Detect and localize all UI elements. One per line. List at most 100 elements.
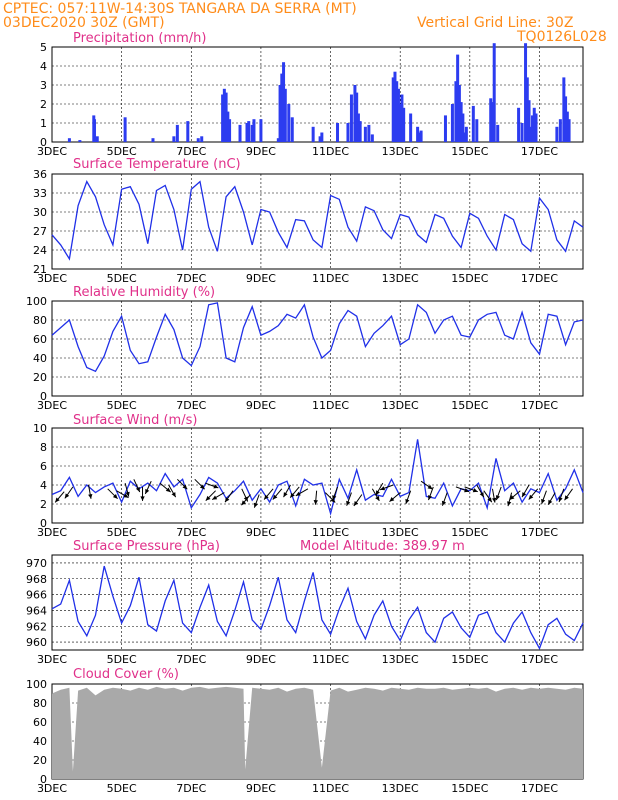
x-tick-label: 13DEC: [382, 782, 419, 795]
x-tick-label: 17DEC: [521, 782, 558, 795]
wind-arrow-head: [290, 492, 295, 498]
wind-arrow-head: [264, 494, 269, 500]
panel-title: Relative Humidity (%): [73, 285, 215, 300]
wind-arrow-head: [375, 495, 380, 501]
x-tick-label: 3DEC: [37, 399, 67, 412]
x-tick-label: 7DEC: [176, 653, 206, 666]
precip-bar: [527, 100, 531, 142]
precip-bar: [370, 134, 374, 142]
precip-bar: [393, 71, 397, 142]
precip-bar: [558, 119, 562, 142]
precip-bar: [562, 77, 566, 142]
panel-title: Surface Temperature (nC): [73, 157, 241, 172]
y-tick-label: 4: [40, 60, 47, 73]
panel-frame: [51, 554, 584, 651]
precip-bar: [252, 119, 256, 142]
wind-arrow-head: [548, 499, 553, 505]
precip-bar: [356, 113, 360, 142]
x-tick-label: 15DEC: [451, 399, 488, 412]
wind-arrow-head: [353, 501, 359, 506]
wind-arrow-head: [522, 492, 527, 498]
x-tick-label: 11DEC: [312, 782, 349, 795]
x-tick-label: 17DEC: [521, 145, 558, 158]
precip-bar: [67, 138, 71, 142]
precip-bar: [245, 123, 249, 142]
precip-bar: [520, 123, 524, 142]
precip-bar: [534, 113, 538, 142]
x-tick-label: 15DEC: [451, 272, 488, 285]
wind-arrow-head: [88, 494, 93, 499]
x-tick-label: 3DEC: [37, 145, 67, 158]
y-tick-label: 27: [33, 225, 47, 238]
x-tick-label: 9DEC: [246, 272, 276, 285]
y-tick-label: 33: [33, 187, 47, 200]
wind-arrow-head: [405, 498, 410, 504]
y-tick-label: 8: [40, 441, 47, 454]
x-tick-label: 9DEC: [246, 145, 276, 158]
x-tick-label: 11DEC: [312, 653, 349, 666]
x-tick-label: 15DEC: [451, 653, 488, 666]
wind-arrow-head: [212, 495, 218, 500]
wind-arrow-head: [123, 493, 129, 498]
y-tick-label: 968: [26, 573, 47, 586]
precip-bar: [443, 115, 447, 142]
wind-arrow-head: [182, 484, 188, 490]
precip-bar: [529, 126, 533, 142]
wind-arrow-head: [125, 491, 130, 497]
precip-bar: [496, 124, 500, 142]
wind-arrow-head: [330, 497, 336, 503]
x-tick-label: 15DEC: [451, 782, 488, 795]
wind-arrow-head: [427, 484, 433, 490]
precip-bar: [475, 119, 479, 142]
panel-title: Precipitation (mm/h): [73, 31, 206, 46]
wind-arrow-head: [564, 495, 569, 501]
precip-bar: [564, 96, 568, 142]
wind-arrow-head: [205, 495, 211, 501]
x-tick-label: 5DEC: [107, 145, 137, 158]
x-tick-label: 5DEC: [107, 399, 137, 412]
x-tick-label: 9DEC: [246, 782, 276, 795]
precip-bar: [222, 88, 226, 142]
x-tick-label: 3DEC: [37, 272, 67, 285]
cloud-area: [52, 686, 583, 779]
wind-arrow-head: [332, 495, 337, 501]
wind-arrow-head: [112, 494, 118, 499]
panel-frame: [51, 427, 584, 524]
precip-bar: [355, 92, 359, 142]
precip-bar: [531, 115, 535, 142]
x-tick-label: 5DEC: [107, 782, 137, 795]
wind-arrow-head: [135, 487, 140, 492]
wind-arrow-head: [213, 484, 219, 489]
y-tick-label: 21: [33, 263, 47, 276]
y-tick-label: 40: [33, 735, 47, 748]
panel-title: Surface Wind (m/s): [73, 413, 197, 428]
x-tick-label: 5DEC: [107, 272, 137, 285]
wind-arrow-head: [140, 496, 145, 501]
precip-bar: [123, 117, 127, 142]
x-tick-label: 13DEC: [382, 272, 419, 285]
precip-bar: [78, 140, 82, 142]
x-tick-label: 13DEC: [382, 399, 419, 412]
x-tick-label: 17DEC: [521, 526, 558, 539]
precip-bar: [454, 81, 458, 142]
y-tick-label: 40: [33, 352, 47, 365]
precip-bar: [525, 77, 529, 142]
x-tick-label: 5DEC: [107, 526, 137, 539]
precip-bar: [471, 105, 475, 142]
precip-bar: [450, 104, 454, 142]
precip-bar: [200, 136, 204, 142]
x-tick-label: 15DEC: [451, 526, 488, 539]
precip-bar: [320, 132, 324, 142]
header-date: 03DEC2020 30Z (GMT): [3, 15, 165, 31]
x-tick-label: 17DEC: [521, 272, 558, 285]
y-tick-label: 0: [40, 773, 47, 786]
precip-bar: [349, 94, 353, 142]
wind-arrow-head: [479, 492, 484, 498]
wind-arrow-head: [64, 493, 70, 499]
y-tick-label: 960: [26, 636, 47, 649]
precip-bar: [228, 119, 232, 142]
precip-bar: [400, 94, 404, 142]
y-tick-label: 5: [40, 41, 47, 54]
precip-bar: [567, 119, 571, 142]
precip-bar: [532, 107, 536, 142]
